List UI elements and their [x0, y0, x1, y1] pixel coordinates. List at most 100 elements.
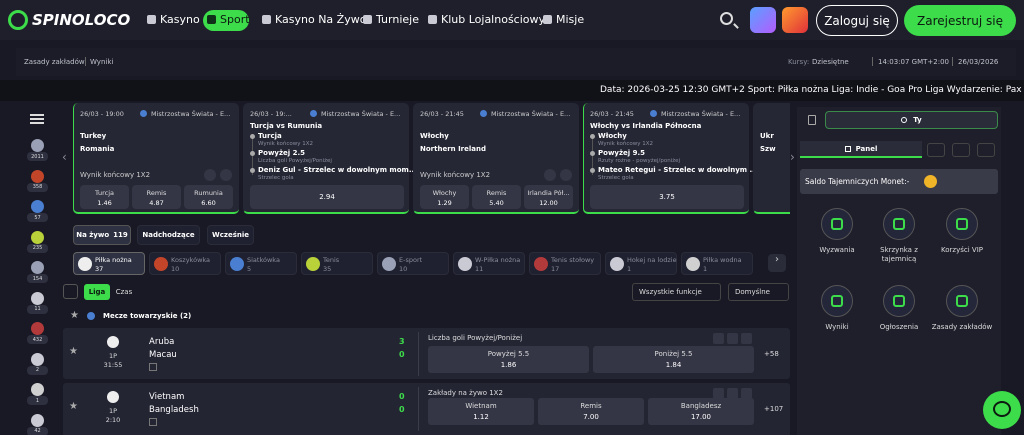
nav-item[interactable]: Kasyno	[160, 13, 200, 26]
odds-button[interactable]: Remis 5.40	[472, 185, 521, 209]
sport-filter[interactable]: W-Piłka nożna 11	[453, 252, 525, 275]
sport-filter[interactable]: Tenis 35	[301, 252, 373, 275]
panel-item-label[interactable]: Wyniki	[825, 323, 849, 331]
panel-item-label[interactable]: Zasady zakładów	[931, 323, 993, 331]
sport-filter[interactable]: E-sport 10	[377, 252, 449, 275]
sport-filter[interactable]: Piłka nożna 37	[73, 252, 145, 275]
score-away: 0	[399, 405, 405, 414]
subtab-icon[interactable]	[927, 143, 945, 157]
panel-item-icon[interactable]	[821, 285, 853, 317]
dropdown[interactable]: Domyślne	[728, 283, 789, 301]
panel-item-icon[interactable]	[883, 285, 915, 317]
nav-item[interactable]: Sport	[220, 13, 250, 26]
nav-item[interactable]: Turnieje	[376, 13, 419, 26]
odds-button[interactable]: Remis 7.00	[538, 398, 644, 425]
sport-icon[interactable]	[31, 230, 44, 244]
market-nav[interactable]	[741, 333, 752, 344]
dropdown[interactable]: Wszystkie funkcje	[632, 283, 721, 301]
view-toggle[interactable]: Liga	[84, 284, 110, 300]
match-card[interactable]: 26/03 - 21:45 Mistrzostwa Świata - E... Wł…	[413, 103, 579, 214]
nav-item[interactable]: Misje	[556, 13, 585, 26]
odds-button[interactable]: 3.75	[590, 185, 744, 209]
odds-button[interactable]: Bangladesz 17.00	[648, 398, 754, 425]
sport-icon[interactable]	[31, 200, 44, 213]
sport-icon[interactable]	[31, 322, 44, 335]
market-nav[interactable]	[727, 333, 738, 344]
sport-filter[interactable]: Tenis stołowy 17	[529, 252, 601, 275]
menu-icon[interactable]	[30, 114, 44, 124]
odds-button[interactable]: Wietnam 1.12	[428, 398, 534, 425]
more-markets[interactable]: +58	[764, 350, 779, 358]
market-nav[interactable]	[741, 388, 752, 399]
odds-button[interactable]: Rumunia 6.60	[184, 185, 233, 209]
register-button[interactable]: Zarejestruj się	[904, 5, 1016, 36]
star-icon[interactable]: ★	[69, 346, 78, 357]
sport-icon[interactable]	[31, 169, 44, 183]
sport-icon[interactable]	[31, 383, 44, 396]
odds-button[interactable]: Irlandia Pół... 12.00	[524, 185, 573, 209]
sport-filter[interactable]: Siatkówka 5	[225, 252, 297, 275]
tab[interactable]: Nadchodzące	[137, 225, 200, 245]
sport-icon[interactable]	[31, 413, 44, 427]
sub-link[interactable]: Wyniki	[90, 58, 114, 66]
collapse-button[interactable]	[63, 284, 78, 299]
market-nav[interactable]	[713, 388, 724, 399]
star-icon[interactable]: ★	[69, 401, 78, 412]
odds-button[interactable]: 2.94	[250, 185, 404, 209]
card-nav[interactable]	[544, 169, 556, 181]
nav-item[interactable]: Kasyno Na Żywo	[275, 13, 367, 26]
nav-item[interactable]: Klub Lojalnościowy	[441, 13, 546, 26]
gift-icon[interactable]	[750, 7, 776, 33]
card-nav[interactable]	[220, 169, 232, 181]
panel-tab[interactable]: Ty	[825, 111, 998, 129]
promo-icon[interactable]	[782, 7, 808, 33]
match-row[interactable]: ★ 1P 2:10 Vietnam Bangladesh 0 0 Zakłady na żyw…	[63, 383, 790, 435]
panel-item-icon[interactable]	[946, 208, 978, 240]
market-nav[interactable]	[727, 388, 738, 399]
card-arrow[interactable]: ›	[790, 150, 795, 164]
panel-item-icon[interactable]	[883, 208, 915, 240]
odds-button[interactable]: Włochy 1.29	[420, 185, 469, 209]
sports-arrow[interactable]: ›	[768, 254, 786, 272]
search-icon[interactable]	[720, 12, 733, 25]
panel-item-icon[interactable]	[946, 285, 978, 317]
panel-item-label[interactable]: Ogłoszenia	[879, 323, 919, 331]
sport-filter[interactable]: Koszykówka 10	[149, 252, 221, 275]
match-row[interactable]: ★ 1P 31:55 Aruba Macau 3 0 Liczba goli Powyżej/…	[63, 328, 790, 379]
panel-item-label[interactable]: Skrzynka z tajemnicą	[880, 246, 918, 263]
odds-format[interactable]: Dziesiętne	[812, 58, 849, 66]
sport-icon[interactable]	[31, 352, 44, 366]
login-button[interactable]: Zaloguj się	[816, 5, 898, 36]
odds-button[interactable]: Remis 4.87	[132, 185, 181, 209]
view-toggle[interactable]: Czas	[115, 288, 133, 296]
card-nav[interactable]	[204, 169, 216, 181]
subtab-icon[interactable]	[977, 143, 995, 157]
sport-icon[interactable]	[31, 291, 44, 305]
card-arrow[interactable]: ‹	[62, 150, 67, 164]
sport-icon[interactable]	[31, 139, 44, 152]
match-card[interactable]: 26/03 - 19:... Mistrzostwa Świata - E... T…	[243, 103, 417, 214]
market-nav[interactable]	[713, 333, 724, 344]
sport-filter[interactable]: Piłka wodna 1	[681, 252, 753, 275]
match-card[interactable]: 26/03 - 19:00 Mistrzostwa Świata - E... Tu…	[73, 103, 239, 214]
sub-link[interactable]: Zasady zakładów	[24, 58, 85, 66]
card-nav[interactable]	[560, 169, 572, 181]
sport-filter[interactable]: Hokej na lodzie 1	[605, 252, 677, 275]
sport-icon[interactable]	[31, 261, 44, 274]
odds-button[interactable]: Turcja 1.46	[80, 185, 129, 209]
tab[interactable]: Na żywo 119	[73, 225, 131, 245]
betslip-icon[interactable]	[808, 115, 816, 125]
tab[interactable]: Wcześnie	[207, 225, 254, 245]
odds-button[interactable]: Poniżej 5.5 1.84	[593, 346, 754, 373]
subtab-icon[interactable]	[952, 143, 970, 157]
star-icon[interactable]: ★	[70, 310, 79, 321]
panel-item-label[interactable]: Korzyści VIP	[941, 246, 983, 254]
match-card[interactable]: Ukr Szw	[753, 103, 790, 214]
odds-button[interactable]: Powyżej 5.5 1.86	[428, 346, 589, 373]
panel-item-label[interactable]: Wyzwania	[819, 246, 855, 254]
panel-subtab[interactable]: Panel	[800, 141, 922, 158]
match-card[interactable]: 26/03 - 21:45 Mistrzostwa Świata - E... Wł…	[583, 103, 757, 214]
panel-item-icon[interactable]	[821, 208, 853, 240]
balance-box[interactable]: Saldo Tajemniczych Monet:-	[800, 169, 998, 194]
more-markets[interactable]: +107	[764, 405, 784, 413]
